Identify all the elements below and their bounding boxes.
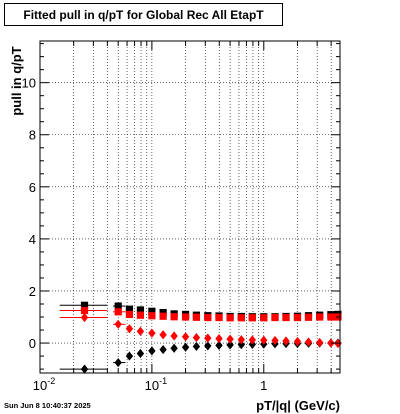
data-point-square (226, 314, 234, 322)
plot-title-box: Fitted pull in q/pT for Global Rec All E… (4, 3, 283, 26)
data-point-diamond (215, 334, 223, 344)
data-point-square (327, 313, 335, 321)
data-point-diamond (226, 340, 234, 350)
data-point-square (148, 307, 156, 315)
data-point-square (316, 313, 324, 321)
data-point-square (215, 313, 223, 322)
y-tick-label: 2 (29, 284, 36, 299)
data-point-diamond (204, 341, 212, 351)
axis-layer (39, 40, 341, 374)
data-point-diamond (327, 338, 335, 348)
data-point-square (237, 314, 245, 322)
data-point-square (148, 312, 156, 320)
x-tick-label: 10-1 (145, 376, 167, 393)
data-point-diamond (304, 337, 313, 347)
data-point-square (136, 311, 145, 319)
data-point-diamond (271, 335, 279, 346)
data-point-diamond (114, 319, 122, 329)
data-point-diamond (248, 335, 257, 345)
data-point-square (271, 313, 279, 322)
data-point-square (181, 313, 190, 321)
data-point-diamond (148, 328, 156, 338)
label-layer: 0 2 4 6 8 10 10-2 10-1 1 pT/|q| (GeV/c) pull in q/… (9, 46, 340, 413)
data-point-square (304, 313, 313, 321)
data-point-diamond (293, 336, 302, 347)
data-point-diamond (204, 333, 212, 343)
y-axis-label: pull in q/pT (9, 46, 24, 115)
series-layer (59, 301, 342, 374)
data-point-square (80, 306, 89, 315)
data-point-diamond (237, 335, 246, 345)
data-point-diamond (215, 340, 223, 350)
data-point-square (170, 313, 178, 321)
data-point-square (136, 306, 145, 314)
data-point-diamond (316, 337, 324, 348)
data-point-square (293, 313, 302, 322)
data-point-diamond (159, 344, 167, 355)
data-point-diamond (170, 331, 178, 341)
data-point-diamond (136, 326, 145, 336)
data-point-diamond (192, 332, 201, 343)
data-point-diamond (334, 338, 342, 349)
data-point-diamond (260, 335, 268, 345)
y-tick-label: 8 (29, 128, 36, 143)
series-2-red-sigma (59, 306, 342, 322)
data-point-square (159, 312, 167, 320)
series-3-red-mean (59, 312, 342, 349)
y-tick-label: 0 (29, 336, 36, 351)
data-point-square (204, 313, 212, 322)
data-point-diamond (159, 330, 167, 340)
data-point-diamond (148, 346, 156, 356)
data-point-diamond (114, 357, 122, 368)
data-point-diamond (170, 343, 178, 353)
data-point-square (125, 305, 134, 313)
data-point-square (159, 308, 167, 317)
x-tick-label: 10-2 (33, 376, 55, 393)
grid-layer (39, 41, 340, 373)
data-point-diamond (181, 342, 190, 352)
data-point-square (282, 313, 290, 322)
plot-frame (39, 40, 341, 374)
y-tick-label: 10 (22, 76, 36, 91)
y-tick-label: 4 (29, 232, 36, 247)
data-point-diamond (125, 351, 134, 361)
data-point-diamond (226, 334, 234, 344)
plot-title: Fitted pull in q/pT for Global Rec All E… (23, 7, 264, 22)
y-tick-label: 6 (29, 180, 36, 195)
data-point-diamond (80, 312, 89, 323)
data-point-diamond (237, 340, 246, 350)
data-point-square (192, 313, 201, 321)
data-point-diamond (136, 348, 145, 359)
x-tick-label: 1 (260, 378, 267, 393)
data-point-square (114, 308, 122, 316)
data-point-square (114, 302, 122, 310)
data-point-diamond (125, 324, 134, 334)
data-point-square (260, 314, 268, 322)
timestamp: Sun Jun 8 10:40:37 2025 (4, 401, 91, 410)
data-point-diamond (192, 341, 201, 352)
x-axis-label: pT/|q| (GeV/c) (256, 398, 340, 413)
data-point-diamond (181, 332, 190, 342)
data-point-square (248, 314, 256, 322)
data-point-diamond (282, 336, 290, 346)
data-point-square (80, 301, 89, 309)
data-point-diamond (80, 364, 89, 374)
data-point-square (125, 310, 134, 319)
